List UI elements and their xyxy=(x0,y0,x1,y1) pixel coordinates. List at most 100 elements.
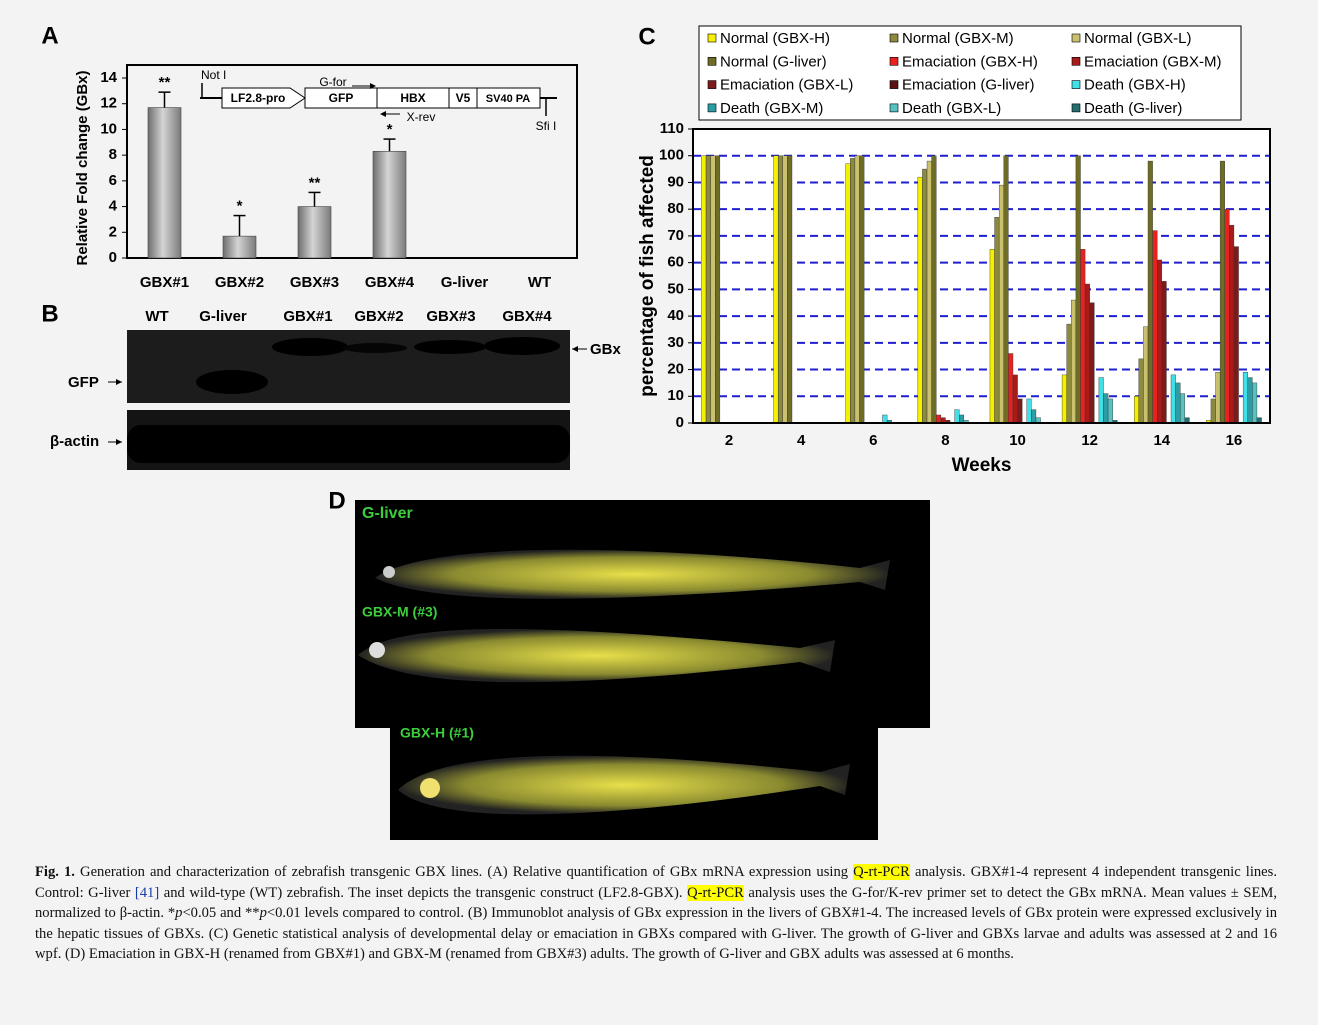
bar xyxy=(850,158,856,424)
bar xyxy=(1075,155,1081,424)
x-tick-label: 10 xyxy=(1009,432,1026,449)
caption-label: Fig. 1. xyxy=(35,864,75,880)
legend-label: Emaciation (GBX-H) xyxy=(902,53,1038,70)
y-axis-title: percentage of fish affected xyxy=(637,155,658,397)
bar xyxy=(1107,398,1113,424)
significance-label: ** xyxy=(159,74,171,91)
x-tick-label: GBX#3 xyxy=(290,274,339,291)
photo-label: GBX-M (#3) xyxy=(362,604,437,620)
bar xyxy=(1084,283,1090,424)
legend-swatch xyxy=(889,56,899,66)
legend-swatch xyxy=(707,80,717,89)
bar xyxy=(777,155,783,424)
x-tick-label: GBX#4 xyxy=(365,274,415,291)
x-tick-label: G-liver xyxy=(441,274,489,291)
bar xyxy=(1219,160,1225,424)
construct-label: GFP xyxy=(329,91,354,105)
blot-band xyxy=(414,340,486,354)
caption-text: <0.05 and ** xyxy=(182,905,260,922)
bar xyxy=(1066,323,1072,424)
legend-swatch xyxy=(707,103,717,113)
legend-swatch xyxy=(707,33,717,43)
significance-label: ** xyxy=(309,174,321,191)
bar xyxy=(1138,358,1144,424)
fish-eye xyxy=(369,642,385,658)
bar xyxy=(994,216,1000,424)
lane-label: GBX#2 xyxy=(354,308,403,325)
legend-swatch xyxy=(1071,56,1081,66)
y-tick-label: 14 xyxy=(100,69,117,86)
bar xyxy=(1175,382,1181,424)
x-tick-label: 14 xyxy=(1153,432,1170,449)
construct-label: LF2.8-pro xyxy=(231,91,286,105)
bar xyxy=(926,160,932,424)
legend-label: Death (GBX-H) xyxy=(1084,77,1186,94)
x-tick-label: 2 xyxy=(725,432,733,449)
bar xyxy=(1089,302,1095,424)
blot-band xyxy=(127,425,570,463)
bar xyxy=(1242,372,1248,424)
band-arrow-head xyxy=(116,439,122,445)
bar xyxy=(787,155,793,424)
y-tick-label: 8 xyxy=(109,146,117,163)
construct-box xyxy=(476,87,541,109)
bar xyxy=(1026,398,1032,424)
bar xyxy=(1098,377,1104,424)
y-tick-label: 30 xyxy=(667,334,684,351)
bar xyxy=(998,184,1004,424)
legend-label: Emaciation (G-liver) xyxy=(902,77,1035,94)
caption-text: <0.01 levels compared to control. (B) Im… xyxy=(35,905,1278,963)
lane-label: GBX#1 xyxy=(283,308,332,325)
bar xyxy=(1229,225,1235,424)
bar xyxy=(147,107,182,259)
bar xyxy=(922,168,928,424)
caption: Fig. 1. Generation and characterization … xyxy=(35,862,1277,965)
legend-label: Death (G-liver) xyxy=(1084,100,1182,117)
bar xyxy=(1180,393,1186,424)
plot-frame xyxy=(692,128,1271,424)
panel-label: B xyxy=(41,300,58,327)
bar xyxy=(782,155,788,424)
bar xyxy=(1252,382,1258,424)
citation-link[interactable]: [41] xyxy=(134,884,160,901)
legend-label: Emaciation (GBX-L) xyxy=(720,77,853,94)
fish-eye xyxy=(420,778,440,798)
x-tick-label: GBX#2 xyxy=(215,274,264,291)
blot-band xyxy=(196,370,268,394)
bar xyxy=(917,176,923,424)
bar xyxy=(1215,372,1221,424)
bar xyxy=(1103,393,1109,424)
caption-text: analysis. GBX#1-4 represent 4 independen… xyxy=(35,864,1277,901)
x-tick-label: 12 xyxy=(1081,432,1098,449)
bar xyxy=(1031,409,1037,424)
y-tick-label: 50 xyxy=(667,280,684,297)
lane-label: WT xyxy=(145,308,168,325)
fish-photo: G-liver GBX-M (#3) GBX-H (#1) xyxy=(355,500,930,840)
legend-swatch xyxy=(1071,80,1081,89)
bar xyxy=(1080,249,1086,424)
x-tick-label: 6 xyxy=(869,432,877,449)
bar xyxy=(1061,374,1067,424)
panel-label: D xyxy=(328,487,345,514)
bar xyxy=(1210,398,1216,424)
significance-label: * xyxy=(387,121,393,138)
fish xyxy=(375,549,890,599)
figure: A B C D Not I LF2.8-pro GFP HBX V5 SV40 … xyxy=(41,22,1271,840)
band-label: β-actin xyxy=(50,433,99,450)
bar xyxy=(954,409,960,424)
bar xyxy=(1161,281,1167,424)
panel-label: A xyxy=(41,22,58,49)
bar xyxy=(882,414,888,424)
legend-label: Emaciation (GBX-M) xyxy=(1084,53,1222,70)
y-tick-label: 90 xyxy=(667,173,684,190)
bar xyxy=(936,414,942,424)
caption-italic: p xyxy=(175,905,183,922)
lane-label: GBX#4 xyxy=(502,308,552,325)
y-axis-title: Relative Fold change (GBx) xyxy=(74,70,91,265)
legend-label: Death (GBX-L) xyxy=(902,100,1001,117)
y-tick-label: 20 xyxy=(667,361,684,378)
blot-band xyxy=(484,337,560,355)
construct-label: X-rev xyxy=(407,110,436,124)
construct-label: Not I xyxy=(201,68,226,82)
caption-italic: p xyxy=(259,905,267,922)
